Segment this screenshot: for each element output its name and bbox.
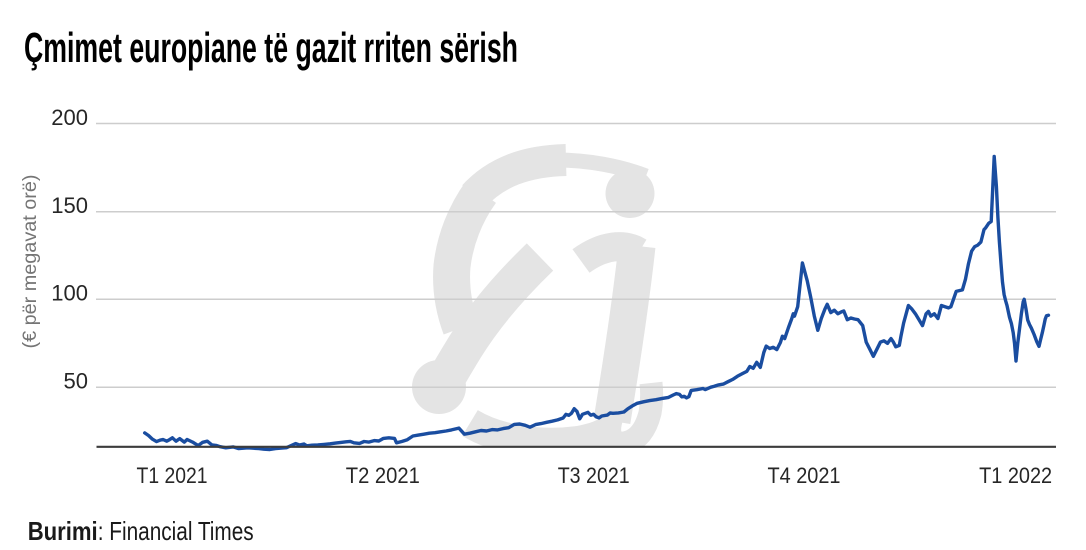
svg-text:T1 2021: T1 2021	[137, 463, 208, 488]
svg-text:200: 200	[51, 105, 88, 130]
svg-text:T4 2021: T4 2021	[768, 463, 841, 488]
svg-text:Burimi: Financial Times: Burimi: Financial Times	[28, 516, 254, 546]
svg-text:50: 50	[64, 368, 88, 393]
svg-text:100: 100	[51, 281, 88, 306]
svg-text:150: 150	[51, 193, 88, 218]
svg-text:T1 2022: T1 2022	[979, 463, 1052, 488]
svg-text:T3 2021: T3 2021	[558, 463, 630, 488]
svg-text:Çmimet europiane të gazit rrit: Çmimet europiane të gazit rriten sërish	[24, 24, 518, 71]
svg-text:T2 2021: T2 2021	[346, 463, 420, 488]
svg-text:(€ për megavat orë): (€ për megavat orë)	[20, 175, 41, 349]
